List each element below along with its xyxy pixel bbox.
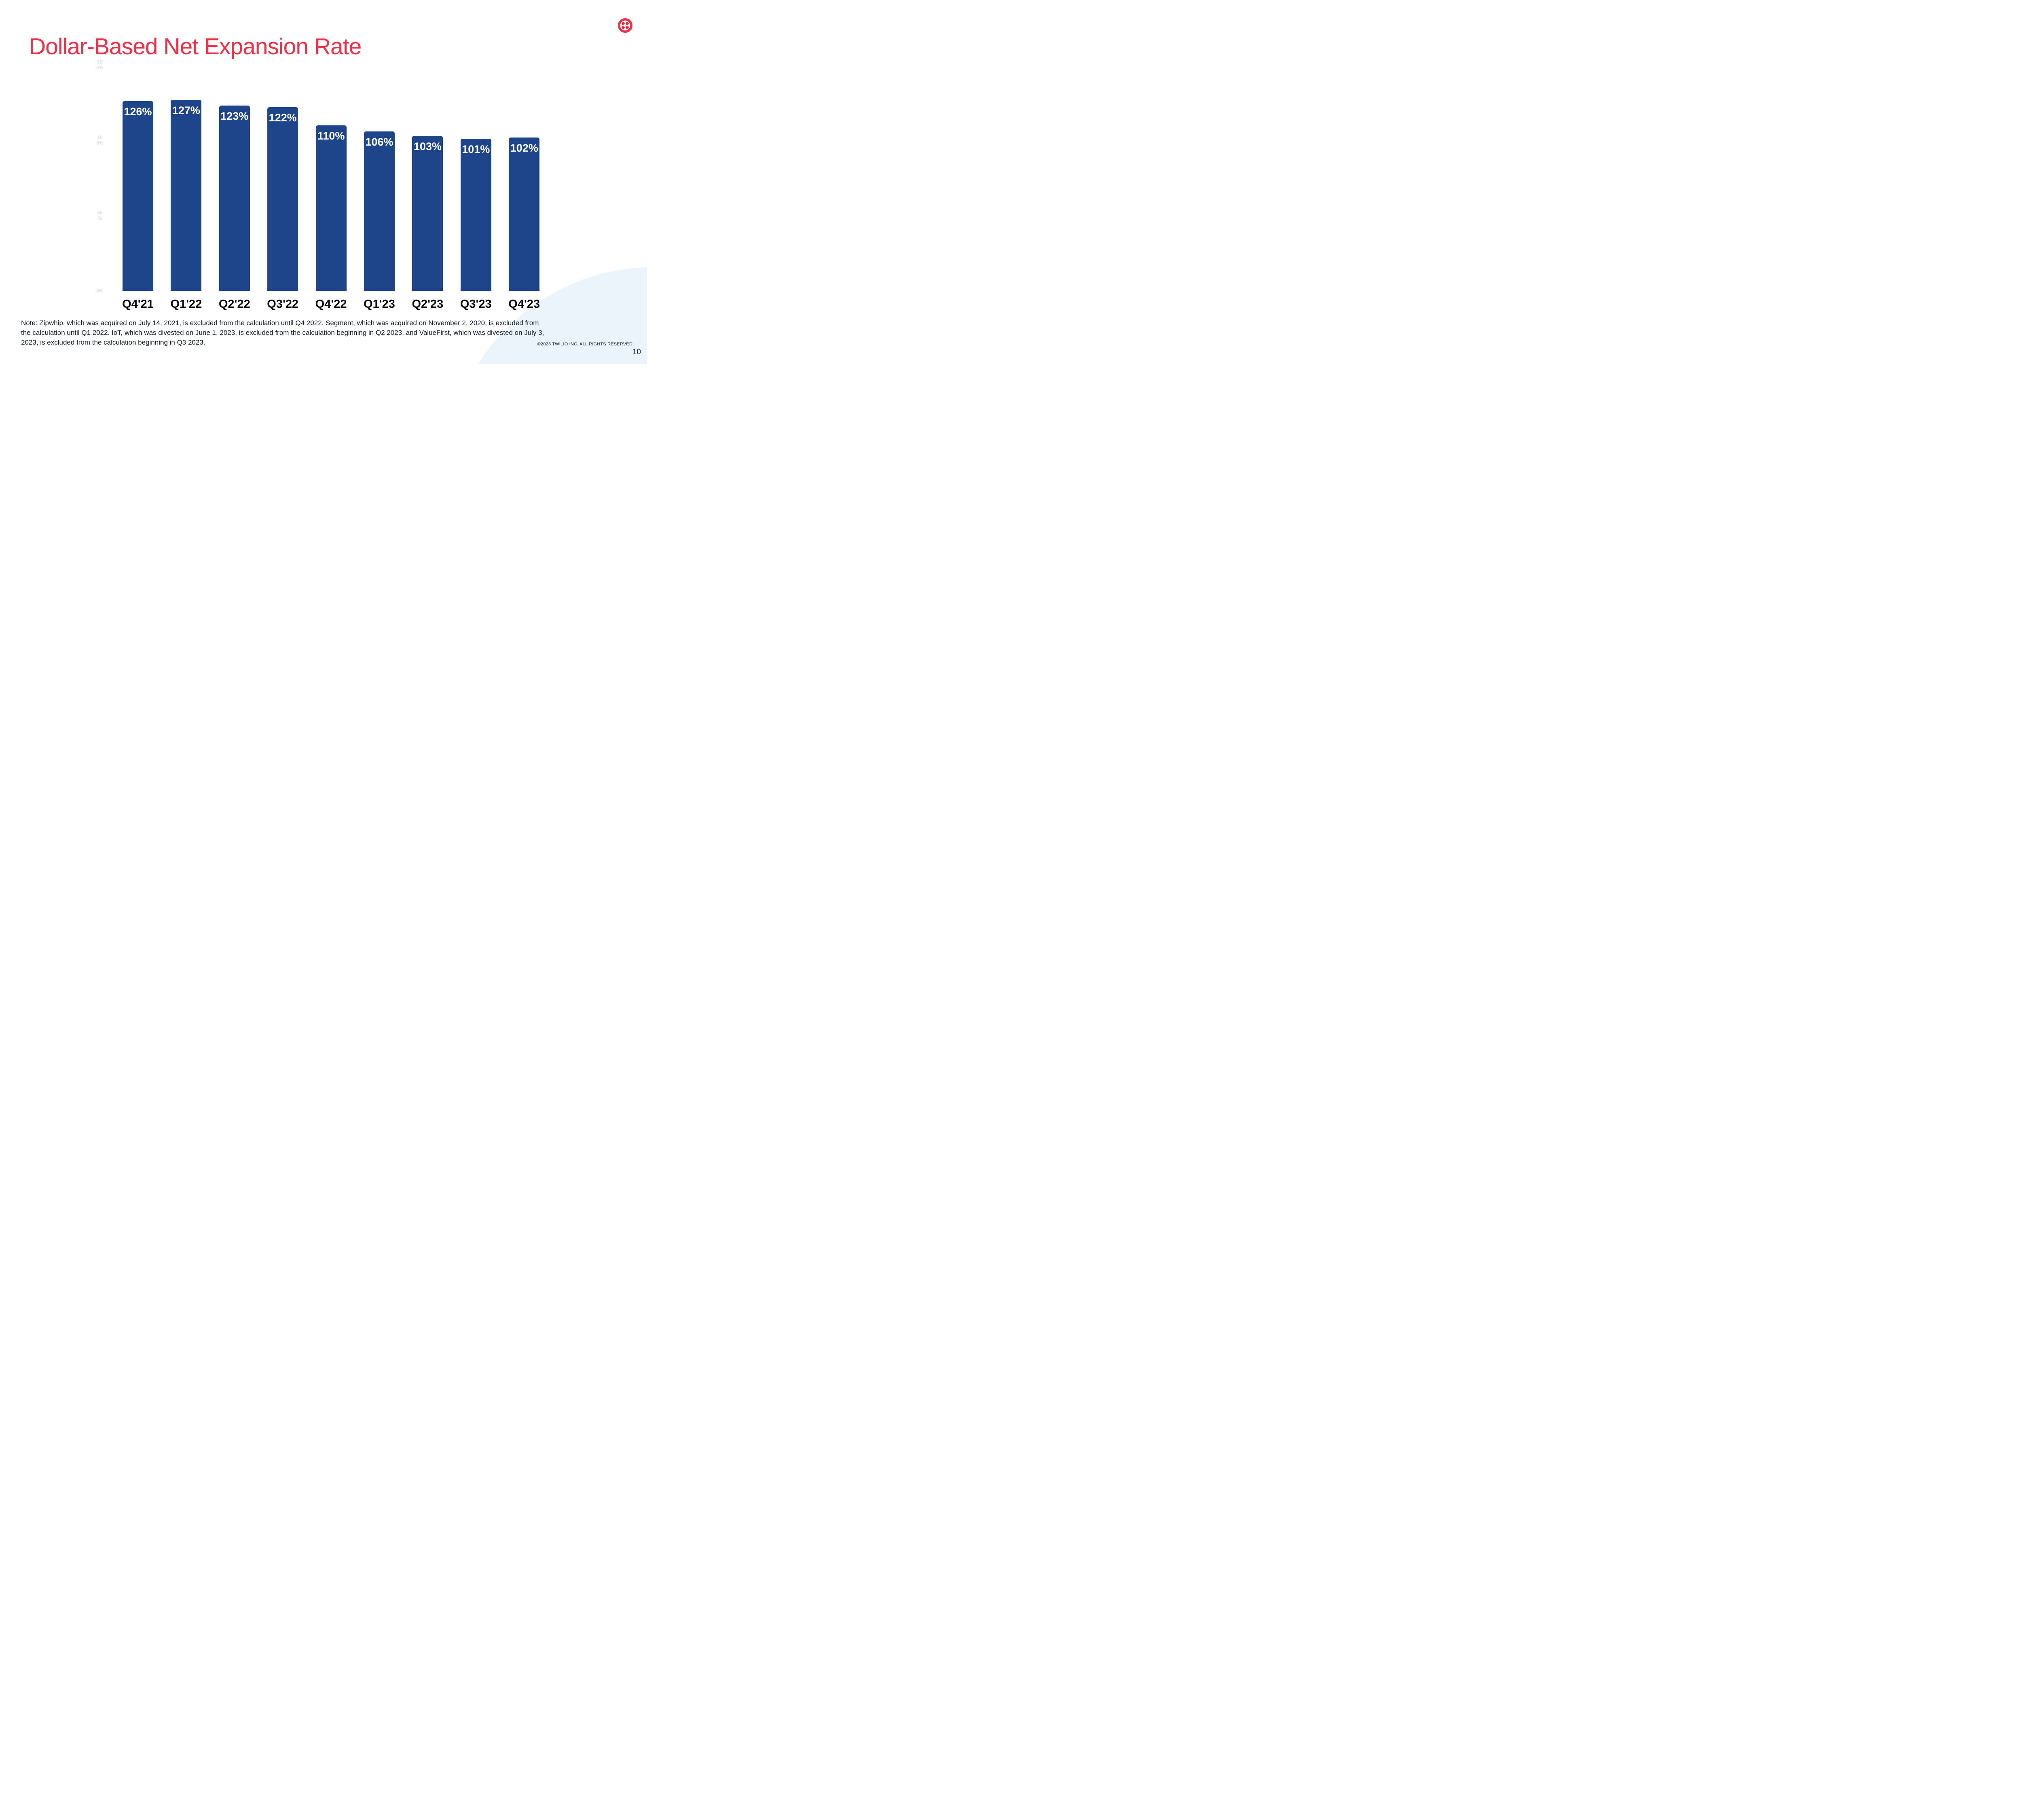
bar-Q2'22: 123% [219, 106, 250, 291]
bar-Q2'23: 103% [412, 135, 443, 291]
bar-Q1'22: 127% [171, 99, 202, 291]
x-axis-label-Q3'23: Q3'23 [460, 298, 492, 311]
x-axis-label-Q3'22: Q3'22 [267, 298, 299, 311]
y-axis-tick-label: 0% [96, 288, 104, 294]
copyright-text: ©2023 TWILIO INC. ALL RIGHTS RESERVED [537, 342, 632, 347]
x-axis-label-Q4'23: Q4'23 [508, 298, 540, 311]
y-axis-tick-label: 15 0% [96, 59, 104, 71]
bar-value-label: 101% [462, 143, 490, 156]
bar-value-label: 126% [124, 106, 152, 118]
bar-value-label: 122% [269, 112, 297, 124]
bar-value-label: 127% [172, 104, 200, 116]
bar-value-label: 123% [220, 110, 249, 123]
bar-Q3'22: 122% [267, 107, 298, 291]
x-axis-label-Q1'22: Q1'22 [170, 298, 202, 311]
twilio-logo-icon [618, 18, 632, 33]
footnote-line: 2023, is excluded from the calculation b… [21, 338, 205, 346]
bar-Q3'23: 101% [460, 139, 491, 291]
footnote: Note: Zipwhip, which was acquired on Jul… [21, 318, 547, 347]
bar-Q4'23: 102% [509, 137, 540, 291]
slide-content: Dollar-Based Net Expansion Rate 126% Q4'2… [0, 0, 647, 364]
y-axis-tick-label: 10 0% [96, 134, 104, 146]
bar-Q1'23: 106% [364, 131, 395, 291]
x-axis-label-Q2'22: Q2'22 [218, 298, 250, 311]
bar-value-label: 110% [317, 129, 345, 142]
footnote-line: the calculation until Q1 2022. IoT, whic… [21, 328, 544, 336]
bar-Q4'22: 110% [315, 125, 347, 291]
x-axis-label-Q4'21: Q4'21 [122, 298, 154, 311]
x-axis-label-Q1'23: Q1'23 [364, 298, 395, 311]
slide: Dollar-Based Net Expansion Rate 126% Q4'2… [0, 0, 647, 364]
x-axis-label-Q2'23: Q2'23 [412, 298, 444, 311]
bar-value-label: 102% [510, 142, 538, 154]
bar-value-label: 103% [413, 140, 442, 152]
footnote-line: Note: Zipwhip, which was acquired on Jul… [21, 319, 539, 327]
x-axis-label-Q4'22: Q4'22 [315, 298, 347, 311]
page-number: 10 [632, 348, 641, 356]
y-axis-tick-label: 50% [97, 210, 103, 221]
bar-value-label: 106% [365, 135, 393, 148]
page-title: Dollar-Based Net Expansion Rate [29, 34, 362, 60]
bar-Q4'21: 126% [123, 101, 153, 291]
